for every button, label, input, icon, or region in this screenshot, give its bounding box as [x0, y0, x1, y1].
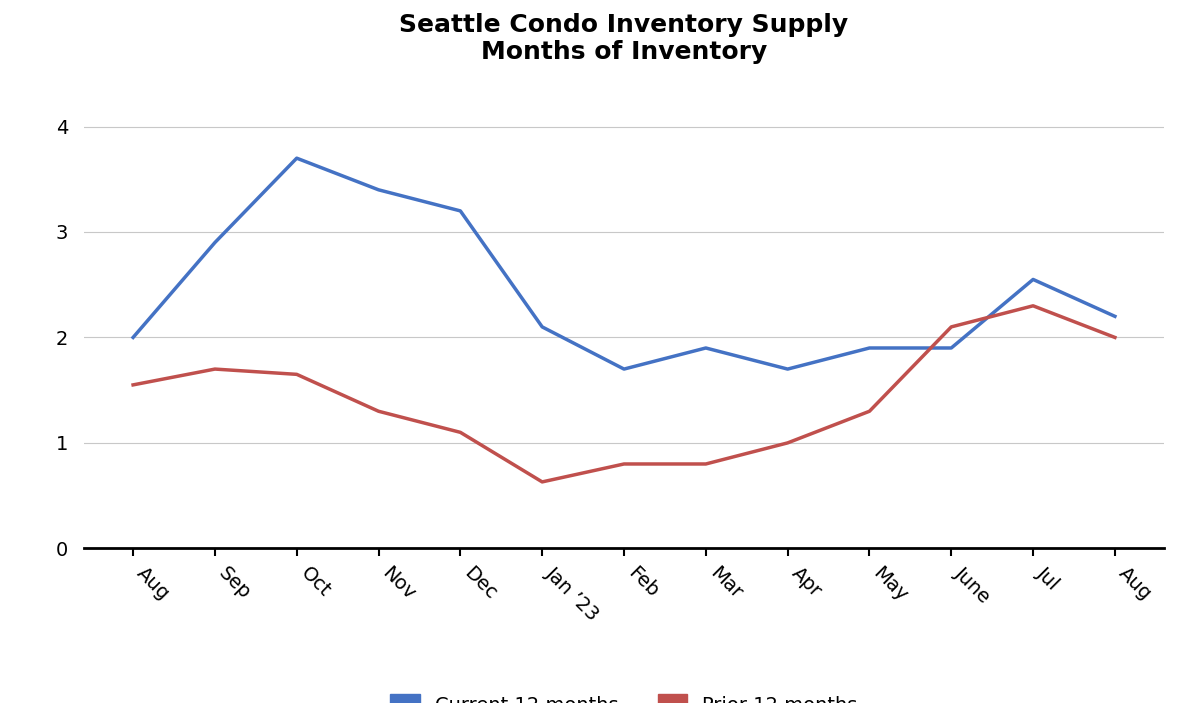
Title: Seattle Condo Inventory Supply
Months of Inventory: Seattle Condo Inventory Supply Months of…: [400, 13, 848, 65]
Legend: Current 12 months, Prior 12 months: Current 12 months, Prior 12 months: [390, 695, 858, 703]
